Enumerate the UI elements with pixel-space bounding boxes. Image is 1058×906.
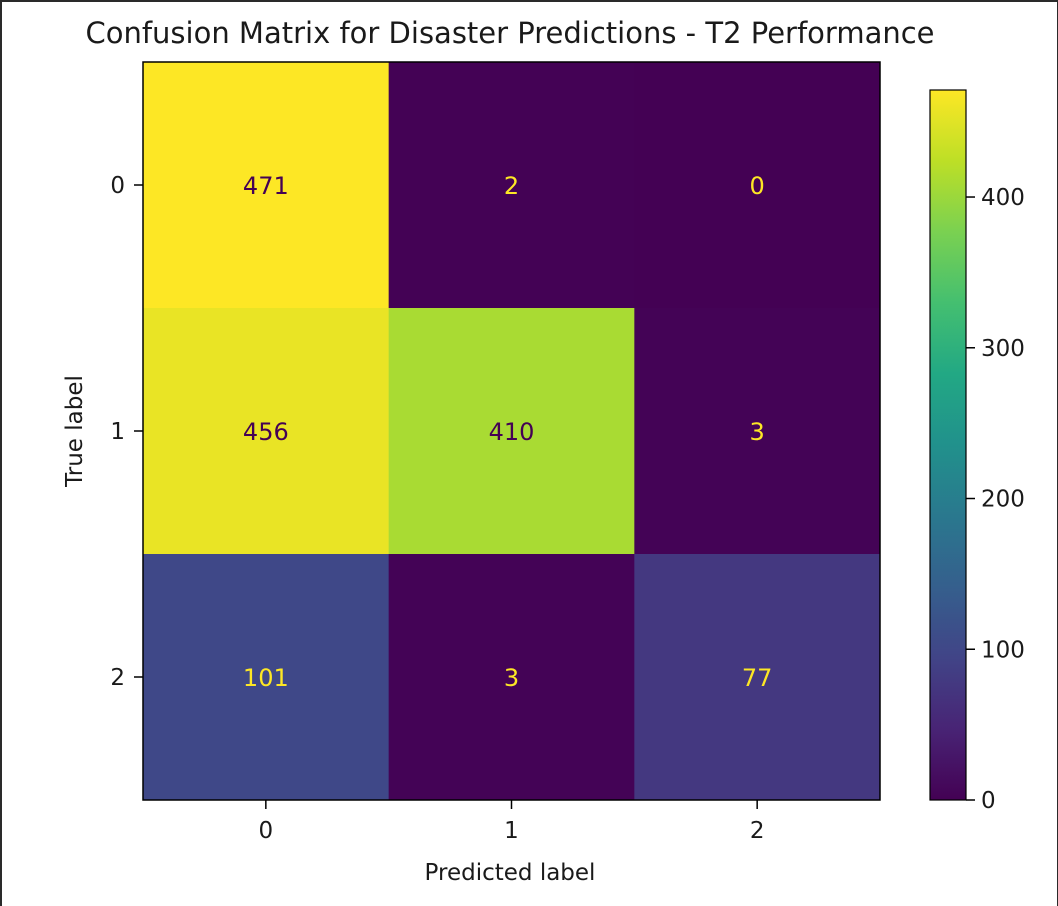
colorbar-tick-label-2: 200: [981, 487, 1025, 513]
x-axis-label: Predicted label: [425, 860, 596, 886]
heatmap-cell-r0-c2: [634, 62, 881, 309]
cell-value-labels: 471 2 0 456 410 3 101 3 77: [243, 172, 773, 692]
heatmap-cell-r1-c2: [634, 308, 881, 555]
cell-value-r1-c0: 456: [243, 418, 289, 446]
x-tick-label-0: 0: [259, 818, 274, 844]
cell-value-r1-c2: 3: [750, 418, 765, 446]
y-tick-label-0: 0: [110, 173, 125, 199]
heatmap-cell-r2-c1: [388, 554, 635, 801]
y-tick-label-1: 1: [110, 419, 125, 445]
heatmap-cell-r2-c0: [143, 554, 390, 801]
cell-value-r1-c1: 410: [489, 418, 535, 446]
y-axis-ticks: 0 1 2: [110, 173, 143, 691]
heatmap-cell-r1-c0: [143, 308, 390, 555]
colorbar-tick-label-0: 0: [981, 788, 996, 814]
y-tick-label-2: 2: [110, 665, 125, 691]
colorbar-tick-label-4: 400: [981, 185, 1025, 211]
cell-value-r2-c1: 3: [504, 664, 519, 692]
cell-value-r0-c2: 0: [750, 172, 765, 200]
chart-title: Confusion Matrix for Disaster Prediction…: [85, 16, 934, 50]
cell-value-r2-c0: 101: [243, 664, 289, 692]
colorbar-ticks: 0 100 200 300 400: [966, 185, 1025, 814]
cell-value-r0-c0: 471: [243, 172, 289, 200]
colorbar-tick-label-3: 300: [981, 336, 1025, 362]
cell-value-r2-c2: 77: [742, 664, 773, 692]
heatmap-cell-r0-c0: [143, 62, 390, 309]
cell-value-r0-c1: 2: [504, 172, 519, 200]
heatmap-cells: [143, 62, 881, 801]
y-axis-label: True label: [62, 375, 88, 488]
heatmap-cell-r1-c1: [388, 308, 635, 555]
colorbar-tick-label-1: 100: [981, 637, 1025, 663]
x-tick-label-1: 1: [504, 818, 519, 844]
colorbar: [929, 89, 967, 801]
heatmap-cell-r2-c2: [634, 554, 881, 801]
x-axis-ticks: 0 1 2: [259, 800, 765, 844]
x-tick-label-2: 2: [750, 818, 765, 844]
heatmap-cell-r0-c1: [388, 62, 635, 309]
